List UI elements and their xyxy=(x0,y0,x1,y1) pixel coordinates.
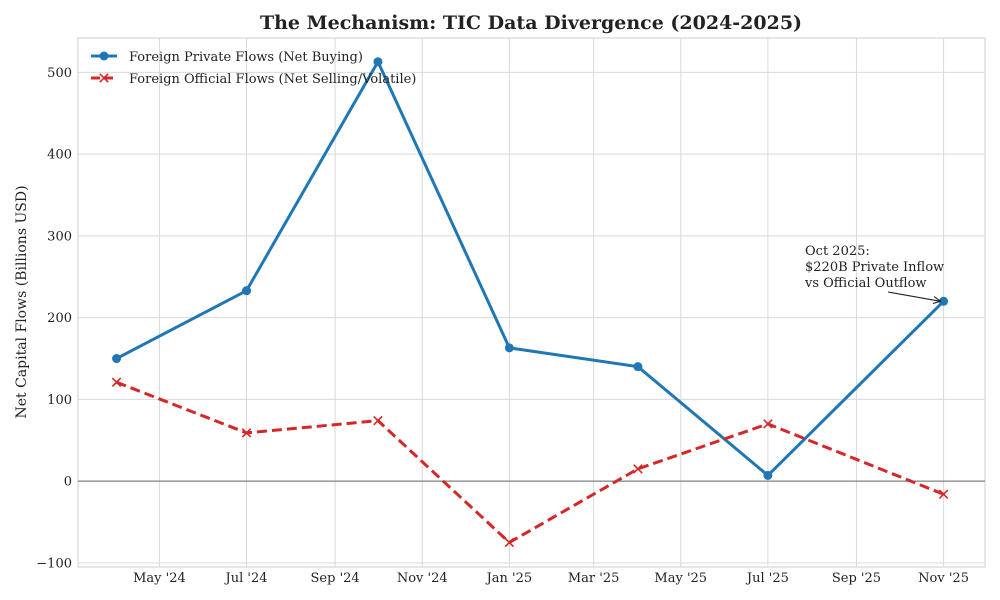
chart-title: The Mechanism: TIC Data Divergence (2024… xyxy=(260,12,802,34)
annotation-line-2: $220B Private Inflow xyxy=(805,260,944,275)
annotation-arrow-shaft xyxy=(887,291,941,302)
x-tick-label: Jul '25 xyxy=(745,571,789,586)
y-tick-label: 0 xyxy=(64,475,72,490)
legend-label-private: Foreign Private Flows (Net Buying) xyxy=(129,50,363,65)
data-point-private xyxy=(373,57,383,67)
x-tick-label: Jul '24 xyxy=(224,571,268,586)
y-tick-label: 200 xyxy=(47,311,72,326)
series-layer xyxy=(111,57,949,548)
x-tick-label: Sep '24 xyxy=(311,571,360,586)
y-tick-label: 100 xyxy=(47,393,72,408)
data-point-private xyxy=(504,343,514,353)
data-point-private xyxy=(763,470,773,480)
data-point-official xyxy=(763,419,773,429)
annotation-arrow xyxy=(887,291,942,304)
x-tick-labels: May '24 Jul '24 Sep '24 Nov '24 Jan '25 Mar '… xyxy=(133,571,969,586)
annotation: Oct 2025: $220B Private Inflow vs Offici… xyxy=(804,244,944,304)
plot-area xyxy=(77,37,986,568)
annotation-line-1: Oct 2025: xyxy=(805,244,870,259)
x-tick-label: May '25 xyxy=(654,571,707,586)
data-point-private xyxy=(112,354,122,364)
y-tick-label: −100 xyxy=(36,556,72,571)
x-tick-label: Mar '25 xyxy=(568,571,620,586)
annotation-arrow-head xyxy=(932,296,942,304)
x-tick-label: Sep '25 xyxy=(832,571,881,586)
data-point-official xyxy=(938,489,949,499)
y-axis-label: Net Capital Flows (Billions USD) xyxy=(14,185,30,418)
annotation-line-3: vs Official Outflow xyxy=(804,276,927,291)
legend-marker-private xyxy=(99,51,109,61)
data-point-private xyxy=(633,362,643,372)
legend-label-official: Foreign Official Flows (Net Selling/Vola… xyxy=(129,72,416,87)
legend-x-marker xyxy=(99,73,109,83)
grid-lines xyxy=(78,38,985,567)
data-point-official xyxy=(504,537,515,548)
data-point-private xyxy=(939,296,949,306)
x-tick-label: Nov '24 xyxy=(397,571,448,586)
legend-marker-official xyxy=(99,73,109,83)
data-point-official xyxy=(633,464,643,474)
data-point-official xyxy=(111,377,122,387)
y-tick-label: 300 xyxy=(47,229,72,244)
x-tick-label: Jan '25 xyxy=(485,571,533,586)
data-point-official xyxy=(241,428,252,438)
y-tick-labels: −100 0 100 200 300 400 500 xyxy=(36,66,72,572)
data-point-private xyxy=(242,286,252,296)
y-tick-label: 400 xyxy=(47,148,72,163)
x-tick-label: May '24 xyxy=(133,571,186,586)
x-tick-label: Nov '25 xyxy=(918,571,969,586)
y-tick-label: 500 xyxy=(47,66,72,81)
legend: Foreign Private Flows (Net Buying) Forei… xyxy=(91,50,416,87)
data-point-official xyxy=(373,415,383,426)
